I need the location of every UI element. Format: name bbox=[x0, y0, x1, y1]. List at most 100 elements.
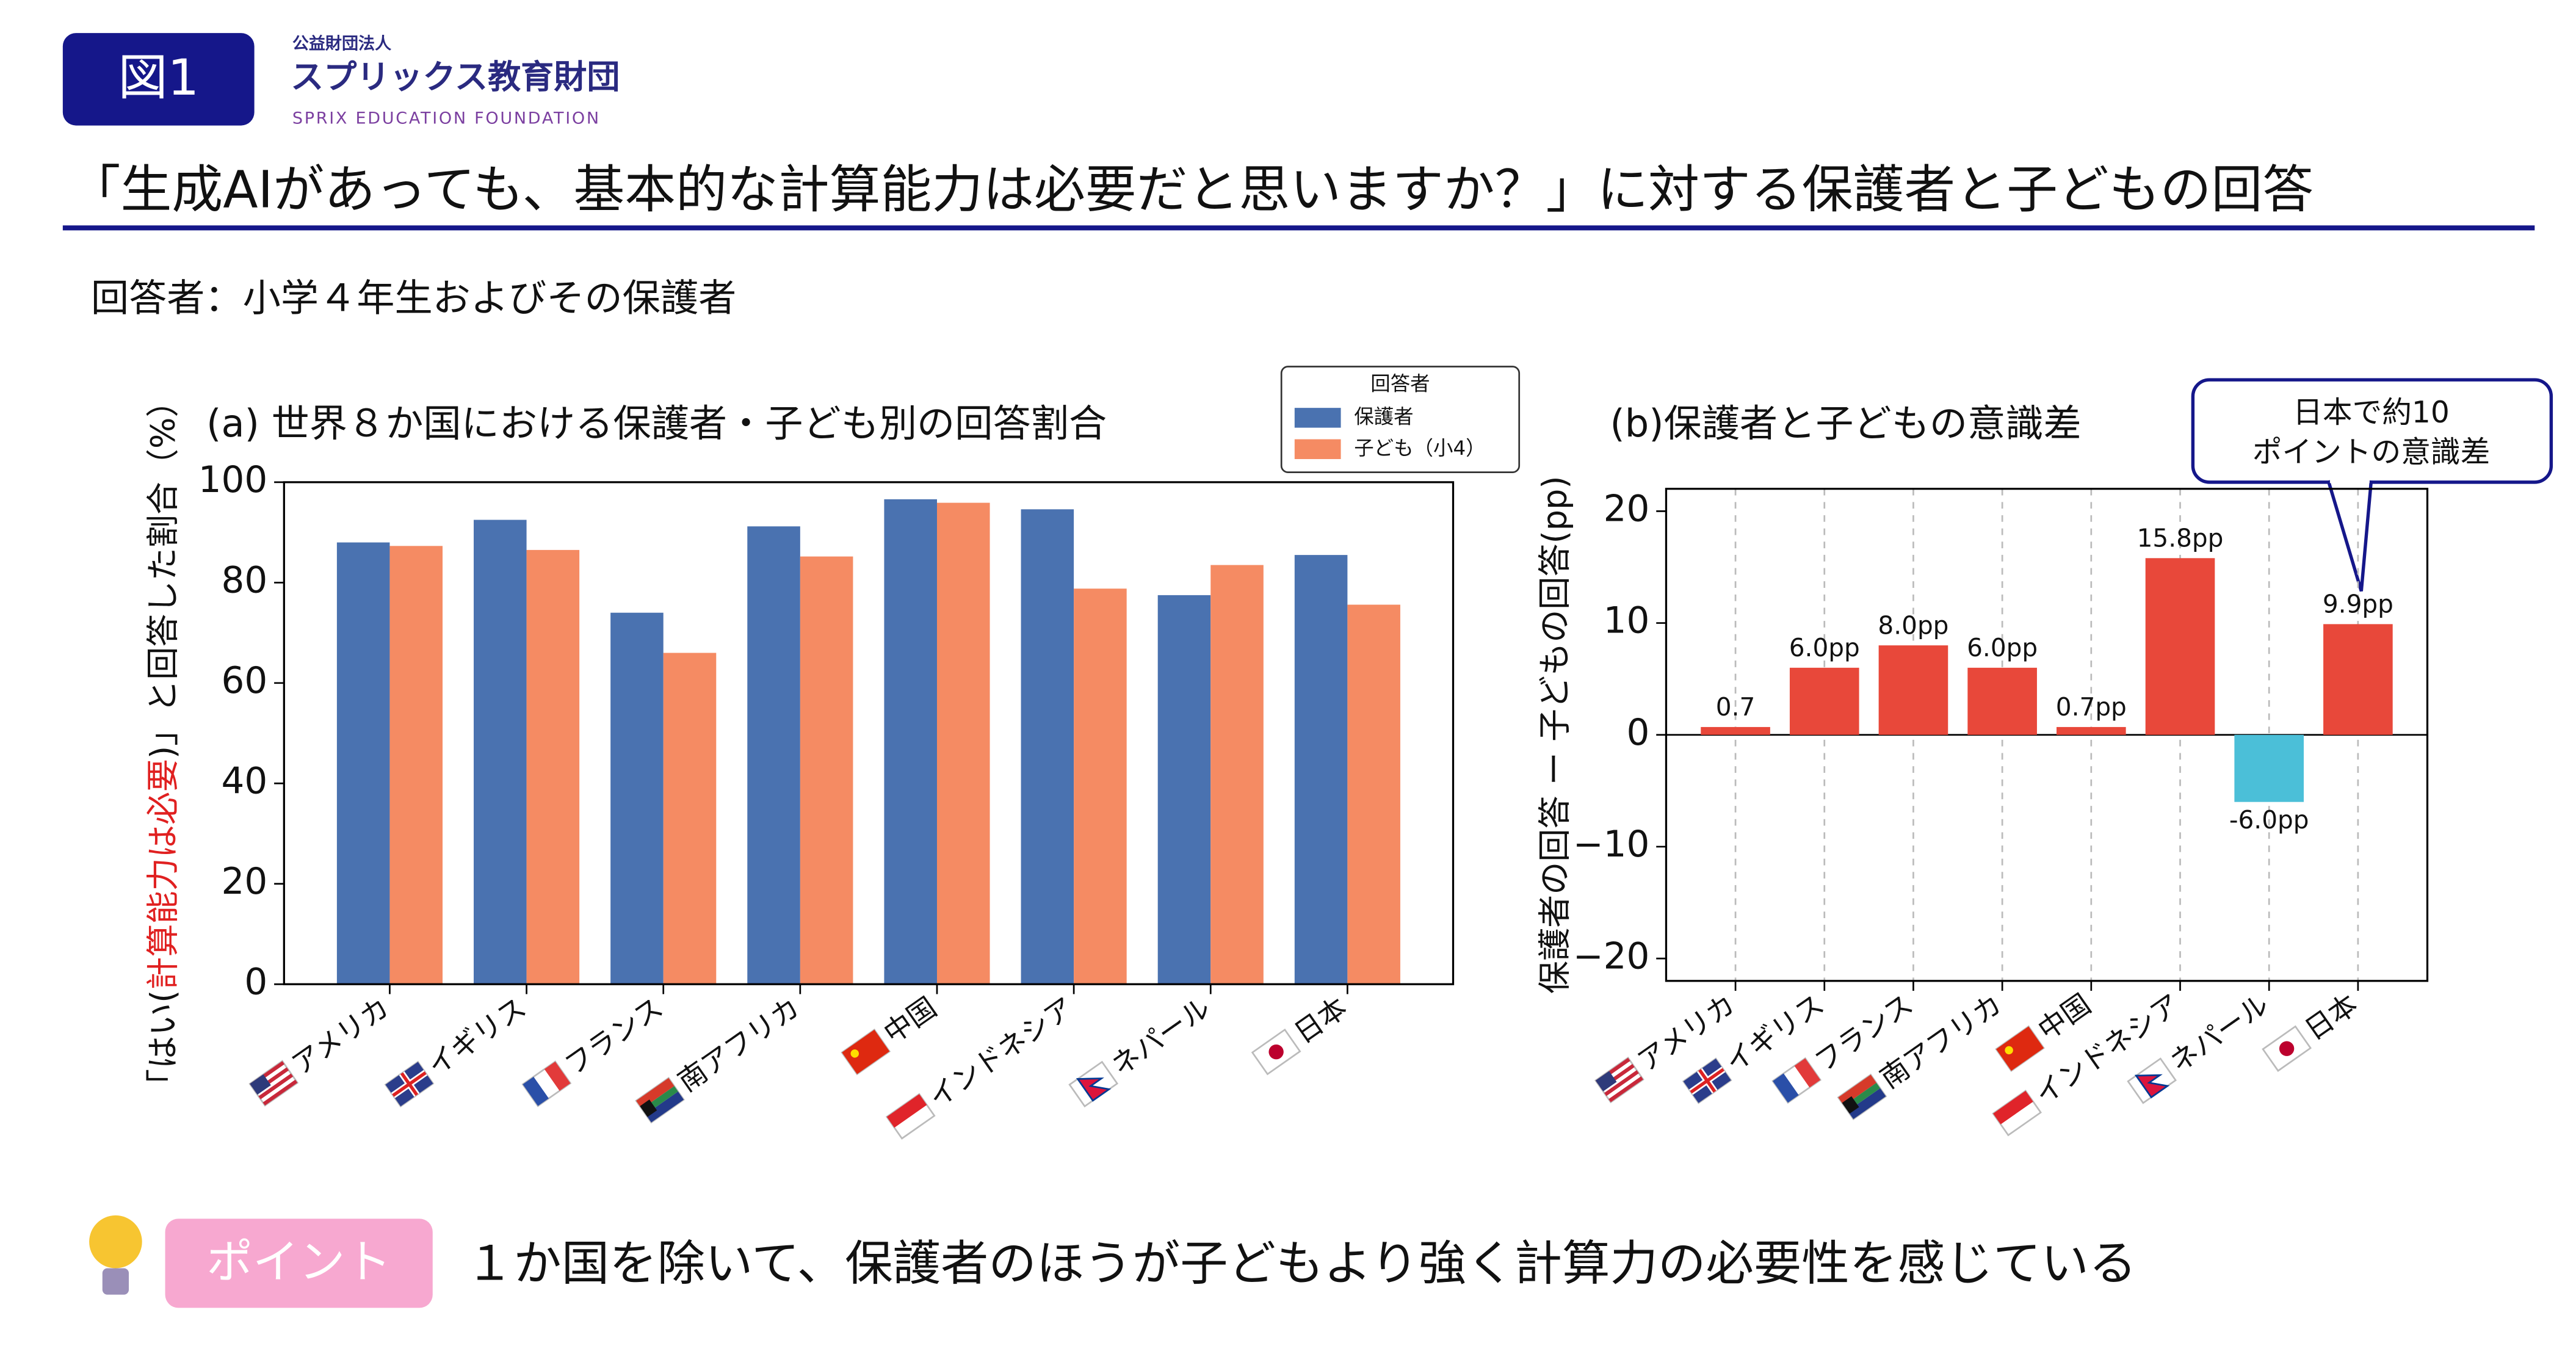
respondents: 回答者：小学４年生およびその保護者 bbox=[91, 275, 736, 320]
bar bbox=[747, 526, 800, 985]
annotation: ポイントの意識差 bbox=[2252, 435, 2491, 469]
bar bbox=[1878, 645, 1948, 735]
bar bbox=[1210, 565, 1264, 985]
bar bbox=[389, 546, 443, 985]
y-tick-label: −20 bbox=[1573, 935, 1650, 977]
x-tick-label: 中国 bbox=[2032, 987, 2097, 1046]
chart-b-title: (b)保護者と子どもの意識差 bbox=[1610, 401, 2081, 446]
flag-part bbox=[1595, 1071, 1617, 1092]
x-tick-group: 南アフリカ bbox=[1837, 987, 2008, 1121]
x-tick-label: 日本 bbox=[2299, 987, 2364, 1046]
bar bbox=[474, 520, 527, 985]
x-tick-group: フランス bbox=[521, 991, 669, 1107]
bar bbox=[2323, 624, 2393, 735]
x-tick-label: 中国 bbox=[878, 991, 942, 1050]
plot-frame bbox=[1665, 488, 2429, 982]
annotation: 日本で約10 bbox=[2293, 396, 2450, 430]
x-tick-label: インドネシア bbox=[922, 991, 1079, 1114]
flag-part bbox=[544, 1061, 571, 1091]
legend-swatch bbox=[1294, 439, 1341, 460]
flag-part bbox=[392, 1071, 427, 1097]
point-box bbox=[165, 1218, 433, 1308]
y-tick-label: 0 bbox=[1627, 712, 1650, 754]
point-text: １か国を除いて、保護者のほうが子どもより強く計算力の必要性を感じている bbox=[466, 1236, 2136, 1291]
y-label-part: 計算能力は必要 bbox=[143, 759, 182, 990]
org-en: SPRIX EDUCATION FOUNDATION bbox=[292, 109, 601, 128]
y-tick-label: 20 bbox=[1604, 488, 1650, 530]
flag-part bbox=[1268, 1044, 1284, 1060]
value-label: -6.0pp bbox=[2229, 805, 2309, 835]
flag-part bbox=[2134, 1074, 2170, 1099]
legend-label: 子ども（小4） bbox=[1354, 436, 1485, 460]
bar bbox=[1701, 726, 1770, 735]
chart-a-y-label: 「はい(計算能力は必要)」と回答した割合（%） bbox=[143, 385, 182, 1102]
page-title: 「生成AIがあっても、基本的な計算能力は必要だと思いますか？」に対する保護者と子… bbox=[70, 159, 2314, 219]
bar bbox=[1789, 667, 1859, 735]
flag-part bbox=[262, 1079, 298, 1106]
bar bbox=[1294, 555, 1348, 985]
flag-part bbox=[1604, 1070, 1639, 1096]
y-tick-label: 10 bbox=[1604, 600, 1650, 642]
x-tick-group: 日本 bbox=[1251, 991, 1353, 1076]
flag-part bbox=[1773, 1073, 1799, 1103]
legend-swatch bbox=[1294, 408, 1341, 428]
flag-part bbox=[523, 1076, 549, 1106]
value-label: 0.7pp bbox=[2056, 692, 2127, 722]
org-small: 公益財団法人 bbox=[292, 35, 391, 54]
flag-part bbox=[1838, 1074, 1876, 1106]
flag-part bbox=[1842, 1096, 1859, 1114]
bar bbox=[1021, 509, 1074, 985]
badge-box bbox=[62, 33, 255, 126]
flag-part bbox=[1608, 1076, 1643, 1102]
y-tick-label: −10 bbox=[1573, 824, 1650, 866]
callout-pointer bbox=[2326, 480, 2373, 592]
legend-title: 回答者 bbox=[1370, 372, 1430, 395]
x-tick-group: 中国 bbox=[841, 991, 942, 1076]
value-label: 15.8pp bbox=[2137, 524, 2224, 553]
bar bbox=[2234, 734, 2304, 802]
x-tick-label: イギリス bbox=[1719, 987, 1830, 1079]
flag-part bbox=[1794, 1058, 1821, 1088]
x-tick-group: ネパール bbox=[1068, 991, 1217, 1108]
bar bbox=[1074, 588, 1127, 985]
bar bbox=[526, 549, 580, 985]
y-tick-label: 80 bbox=[222, 559, 268, 601]
bar bbox=[663, 653, 717, 985]
legend-label: 保護者 bbox=[1354, 405, 1413, 428]
bar bbox=[610, 612, 664, 985]
value-label: 8.0pp bbox=[1878, 610, 1948, 640]
bar bbox=[1157, 595, 1211, 985]
org-name: スプリックス教育財団 bbox=[291, 57, 620, 96]
flag-part bbox=[636, 1077, 675, 1109]
flag-part bbox=[258, 1073, 294, 1099]
x-tick-group: イギリス bbox=[384, 991, 532, 1108]
chart-b-y-label: 保護者の回答 ー 子どもの回答(pp) bbox=[1536, 476, 1574, 994]
value-label: 6.0pp bbox=[1789, 633, 1860, 662]
y-tick-label: 0 bbox=[244, 961, 267, 1003]
flag-part bbox=[1996, 1026, 2044, 1071]
flag-part bbox=[1993, 1090, 2033, 1124]
y-tick-label: 20 bbox=[222, 861, 268, 903]
flag-part bbox=[842, 1029, 890, 1074]
x-tick-label: アメリカ bbox=[286, 991, 396, 1081]
flag-part bbox=[2279, 1041, 2295, 1056]
x-tick-label: フランス bbox=[559, 991, 669, 1082]
plot-frame bbox=[283, 481, 1455, 985]
x-tick-group: アメリカ bbox=[248, 991, 396, 1107]
flag-part bbox=[886, 1094, 927, 1128]
y-tick-label: 40 bbox=[222, 760, 268, 802]
x-tick-label: ネパール bbox=[1105, 991, 1217, 1082]
x-tick-label: ネパール bbox=[2164, 987, 2275, 1079]
bar bbox=[1347, 604, 1400, 985]
flag-part bbox=[640, 1099, 657, 1117]
flag-part bbox=[1076, 1077, 1112, 1102]
value-label: 0.7 bbox=[1716, 692, 1756, 722]
y-tick-label: 60 bbox=[222, 660, 268, 702]
bar bbox=[936, 502, 990, 985]
x-tick-label: 日本 bbox=[1288, 991, 1353, 1050]
flag-part bbox=[250, 1074, 271, 1095]
x-tick-label: イギリス bbox=[421, 991, 532, 1082]
bar bbox=[800, 556, 853, 985]
bar bbox=[1967, 667, 2037, 735]
